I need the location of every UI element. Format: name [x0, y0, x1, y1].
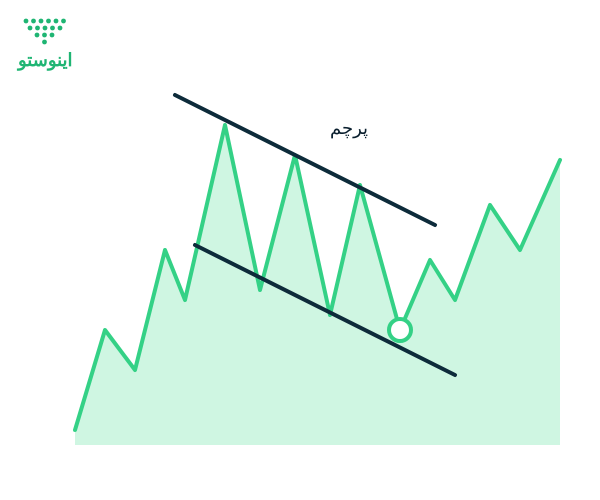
flag-pattern-chart	[0, 0, 600, 500]
chart-canvas: اینوستو پرچم	[0, 0, 600, 500]
breakout-marker-icon	[389, 319, 411, 341]
price-area-fill	[75, 125, 560, 445]
pattern-label: پرچم	[330, 118, 368, 139]
